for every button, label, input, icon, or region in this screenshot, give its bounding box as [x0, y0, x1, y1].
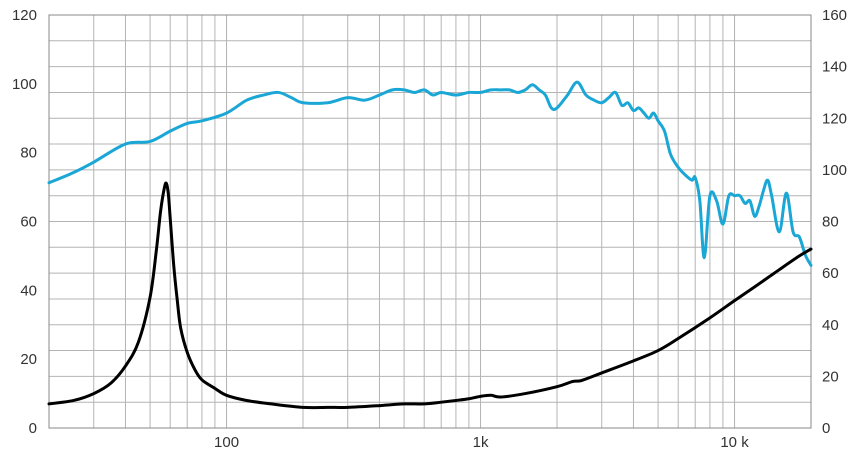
left-y-tick-label: 120 [12, 7, 37, 24]
left-y-axis-ticks: 0 20 40 60 80 100 120 [12, 7, 37, 437]
right-y-tick-label: 20 [822, 368, 839, 385]
right-y-axis-ticks: 0 20 40 60 80 100 120 140 160 [822, 7, 847, 437]
right-y-tick-label: 140 [822, 59, 847, 76]
x-tick-label: 100 [214, 434, 239, 451]
left-y-tick-label: 60 [20, 214, 37, 231]
right-y-tick-label: 40 [822, 317, 839, 334]
left-y-tick-label: 100 [12, 76, 37, 93]
grid [49, 15, 811, 428]
plot-frame [48, 14, 812, 429]
right-y-tick-label: 60 [822, 265, 839, 282]
right-y-tick-label: 80 [822, 214, 839, 231]
frequency-response-curve [47, 80, 813, 267]
left-y-tick-label: 0 [29, 420, 37, 437]
x-tick-label: 1k [473, 434, 489, 451]
left-y-tick-label: 20 [20, 351, 37, 368]
x-tick-label: 10 k [720, 434, 749, 451]
left-y-tick-label: 40 [20, 282, 37, 299]
left-y-tick-label: 80 [20, 145, 37, 162]
x-axis-ticks: 100 1k 10 k [214, 434, 749, 451]
right-y-tick-label: 120 [822, 110, 847, 127]
impedance-curve [47, 181, 813, 410]
right-y-tick-label: 160 [822, 7, 847, 24]
right-y-tick-label: 100 [822, 162, 847, 179]
right-y-tick-label: 0 [822, 420, 830, 437]
series-layer [47, 80, 813, 410]
